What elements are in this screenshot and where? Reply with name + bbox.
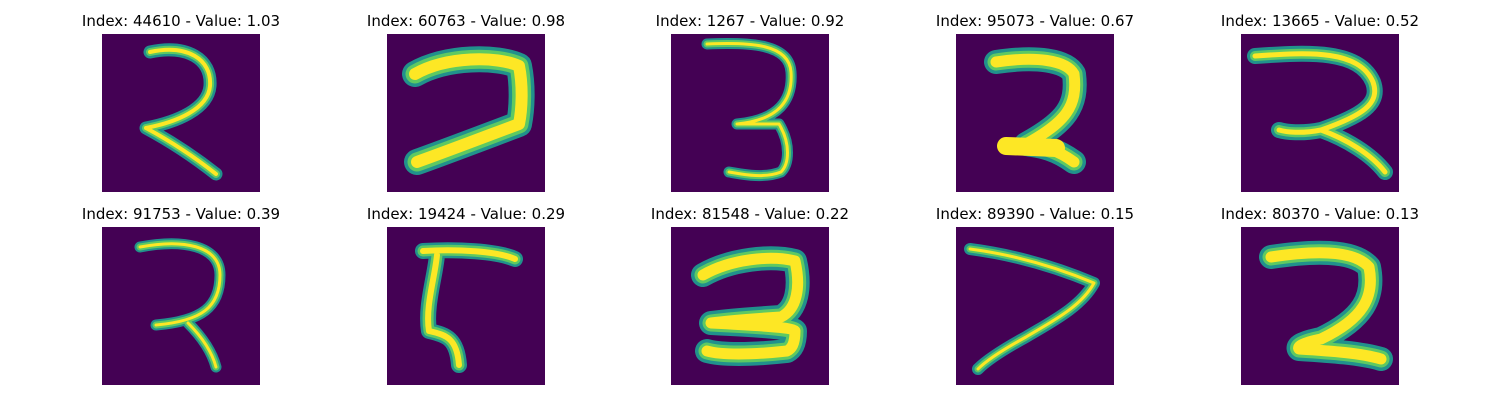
digit-image [1241,34,1399,192]
panel-title: Index: 44610 - Value: 1.03 [81,12,281,30]
panel-title: Index: 19424 - Value: 0.29 [366,205,566,223]
panel-title: Index: 91753 - Value: 0.39 [81,205,281,223]
panel-title: Index: 95073 - Value: 0.67 [935,12,1135,30]
digit-image [387,34,545,192]
panel-6: Index: 91753 - Value: 0.39 [82,205,280,395]
panel-title: Index: 81548 - Value: 0.22 [650,205,850,223]
digit-image [671,227,829,385]
digit-image [956,34,1114,192]
panel-title: Index: 60763 - Value: 0.98 [366,12,566,30]
digit-image [956,227,1114,385]
digit-image [671,34,829,192]
panel-title: Index: 13665 - Value: 0.52 [1220,12,1420,30]
panel-4: Index: 95073 - Value: 0.67 [936,12,1134,202]
digit-image [1241,227,1399,385]
panel-10: Index: 80370 - Value: 0.13 [1221,205,1419,395]
panel-8: Index: 81548 - Value: 0.22 [651,205,849,395]
panel-9: Index: 89390 - Value: 0.15 [936,205,1134,395]
panel-5: Index: 13665 - Value: 0.52 [1221,12,1419,202]
panel-3: Index: 1267 - Value: 0.92 [656,12,844,202]
panel-7: Index: 19424 - Value: 0.29 [367,205,565,395]
panel-2: Index: 60763 - Value: 0.98 [367,12,565,202]
panel-title: Index: 89390 - Value: 0.15 [935,205,1135,223]
panel-1: Index: 44610 - Value: 1.03 [82,12,280,202]
digit-image [102,34,260,192]
panel-title: Index: 80370 - Value: 0.13 [1220,205,1420,223]
digit-image [102,227,260,385]
panel-title: Index: 1267 - Value: 0.92 [655,12,845,30]
digit-image [387,227,545,385]
